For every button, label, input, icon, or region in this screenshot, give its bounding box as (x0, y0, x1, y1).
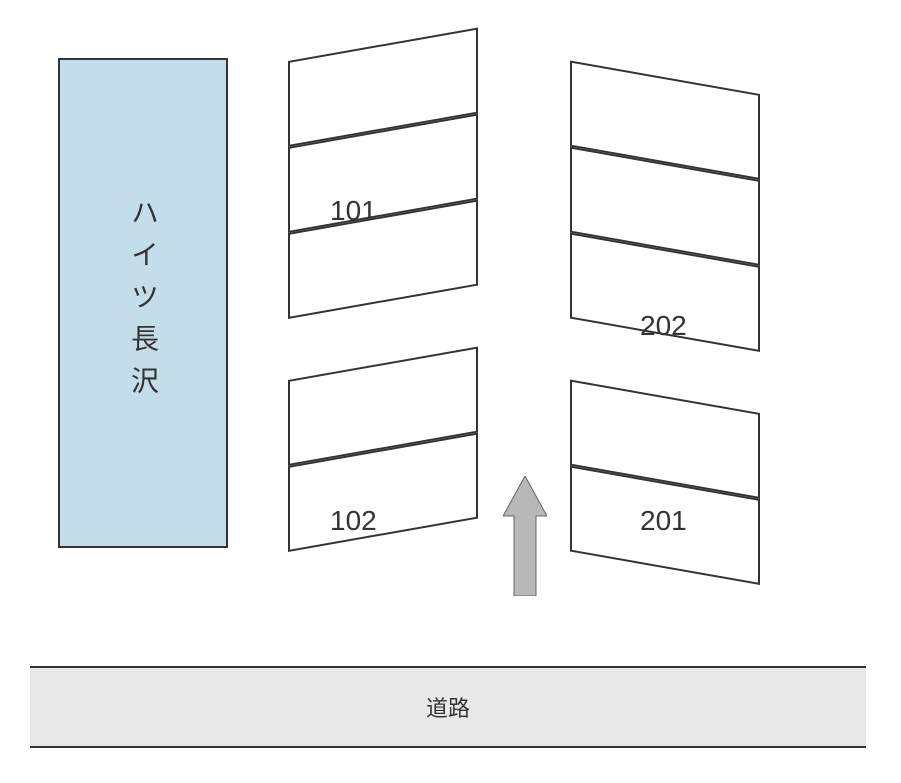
parking-slot-label: 102 (330, 505, 377, 537)
entrance-arrow-icon (503, 476, 547, 596)
parking-slot-label: 202 (640, 310, 687, 342)
road-label: 道路 (426, 691, 470, 723)
building-label: ハイツ長沢 (123, 198, 163, 408)
parking-slot-label: 201 (640, 505, 687, 537)
building-block: ハイツ長沢 (58, 58, 228, 548)
road-block: 道路 (30, 666, 866, 748)
